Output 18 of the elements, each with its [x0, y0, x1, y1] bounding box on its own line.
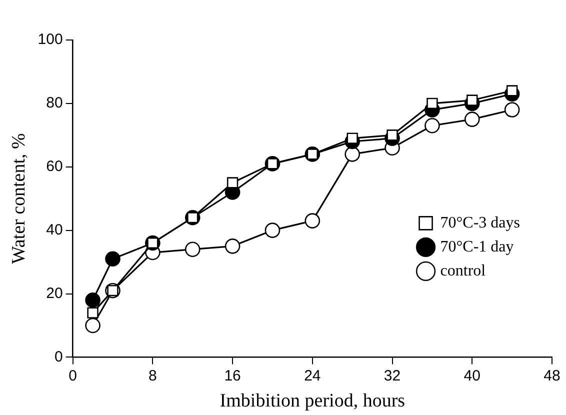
x-tick-label: 48	[544, 367, 560, 384]
x-tick-label: 0	[68, 367, 77, 384]
legend-label: 70°C-1 day	[440, 238, 514, 256]
y-tick-label: 80	[46, 94, 63, 112]
y-tick-label: 40	[46, 221, 63, 238]
legend-label: control	[440, 262, 486, 280]
x-tick-label: 16	[224, 367, 241, 384]
x-axis-title: Imbibition period, hours	[220, 390, 406, 412]
y-tick-label: 100	[38, 31, 63, 48]
y-axis-title: Water content, %	[8, 132, 30, 264]
x-tick-label: 8	[148, 367, 157, 384]
y-tick-label: 20	[46, 284, 63, 302]
x-tick-label: 40	[464, 367, 480, 384]
x-tick-label: 32	[384, 367, 401, 384]
x-tick-label: 24	[304, 367, 321, 384]
legend-label: 70°C-3 days	[440, 214, 520, 232]
y-tick-label: 60	[46, 158, 63, 176]
y-tick-label: 0	[54, 348, 63, 366]
